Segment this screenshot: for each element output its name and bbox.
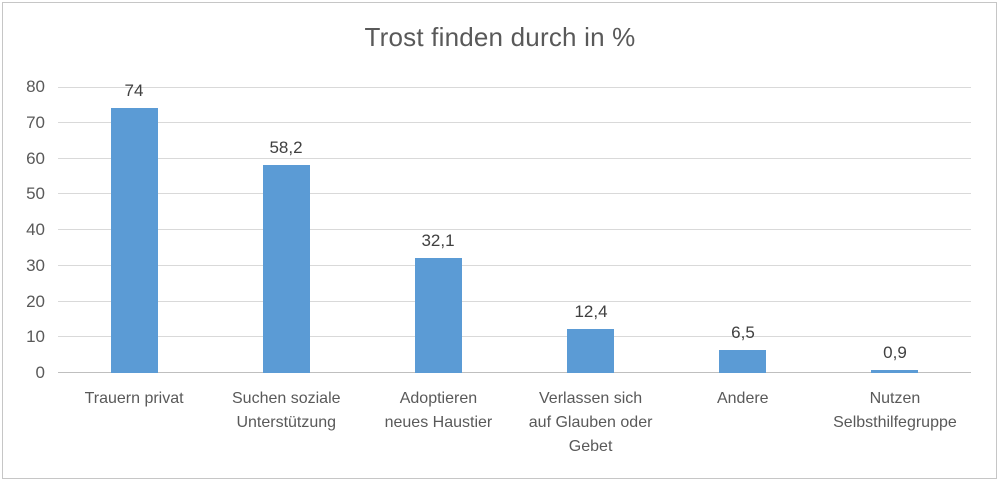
y-tick-label: 0 xyxy=(35,363,45,382)
y-tick-label: 20 xyxy=(26,292,45,311)
bar-value-label: 0,9 xyxy=(883,343,907,362)
gridline xyxy=(58,87,971,88)
y-tick-label: 10 xyxy=(26,327,45,346)
bar-value-label: 12,4 xyxy=(574,302,608,321)
bar xyxy=(719,350,766,373)
x-axis-labels: Trauern privat Suchen soziale Unterstützun… xyxy=(58,387,971,459)
x-axis-label: Andere xyxy=(716,390,769,407)
gridline xyxy=(58,229,971,230)
bar xyxy=(111,108,158,373)
gridline xyxy=(58,158,971,159)
chart-title: Trost finden durch in % xyxy=(364,22,636,52)
bar-value-label: 58,2 xyxy=(269,138,303,157)
y-tick-label: 70 xyxy=(26,113,45,132)
bar-value-label: 74 xyxy=(124,81,144,100)
x-axis-label: Adoptieren neues Haustier xyxy=(384,390,493,431)
bar xyxy=(567,329,614,373)
plot-area: 0 10 20 30 40 50 60 70 80 74 58,2 32,1 12,4 6,5 0,9 xyxy=(26,77,971,382)
y-tick-label: 50 xyxy=(26,184,45,203)
bar xyxy=(871,370,918,373)
bar-value-label: 6,5 xyxy=(731,323,755,342)
y-tick-label: 60 xyxy=(26,149,45,168)
x-axis-label: Nutzen Selbsthilfegruppe xyxy=(833,390,957,431)
x-axis-label: Verlassen sich auf Glauben oder Gebet xyxy=(528,390,653,455)
gridline xyxy=(58,301,971,302)
x-axis-label: Suchen soziale Unterstützung xyxy=(232,390,341,431)
gridline xyxy=(58,336,971,337)
gridline xyxy=(58,122,971,123)
y-tick-label: 80 xyxy=(26,77,45,96)
gridline xyxy=(58,193,971,194)
x-axis-line xyxy=(58,372,971,373)
y-tick-label: 30 xyxy=(26,256,45,275)
x-axis-label: Trauern privat xyxy=(84,390,184,407)
y-tick-label: 40 xyxy=(26,220,45,239)
gridline xyxy=(58,265,971,266)
bar xyxy=(415,258,462,373)
bar xyxy=(263,165,310,373)
bar-value-label: 32,1 xyxy=(421,231,455,250)
